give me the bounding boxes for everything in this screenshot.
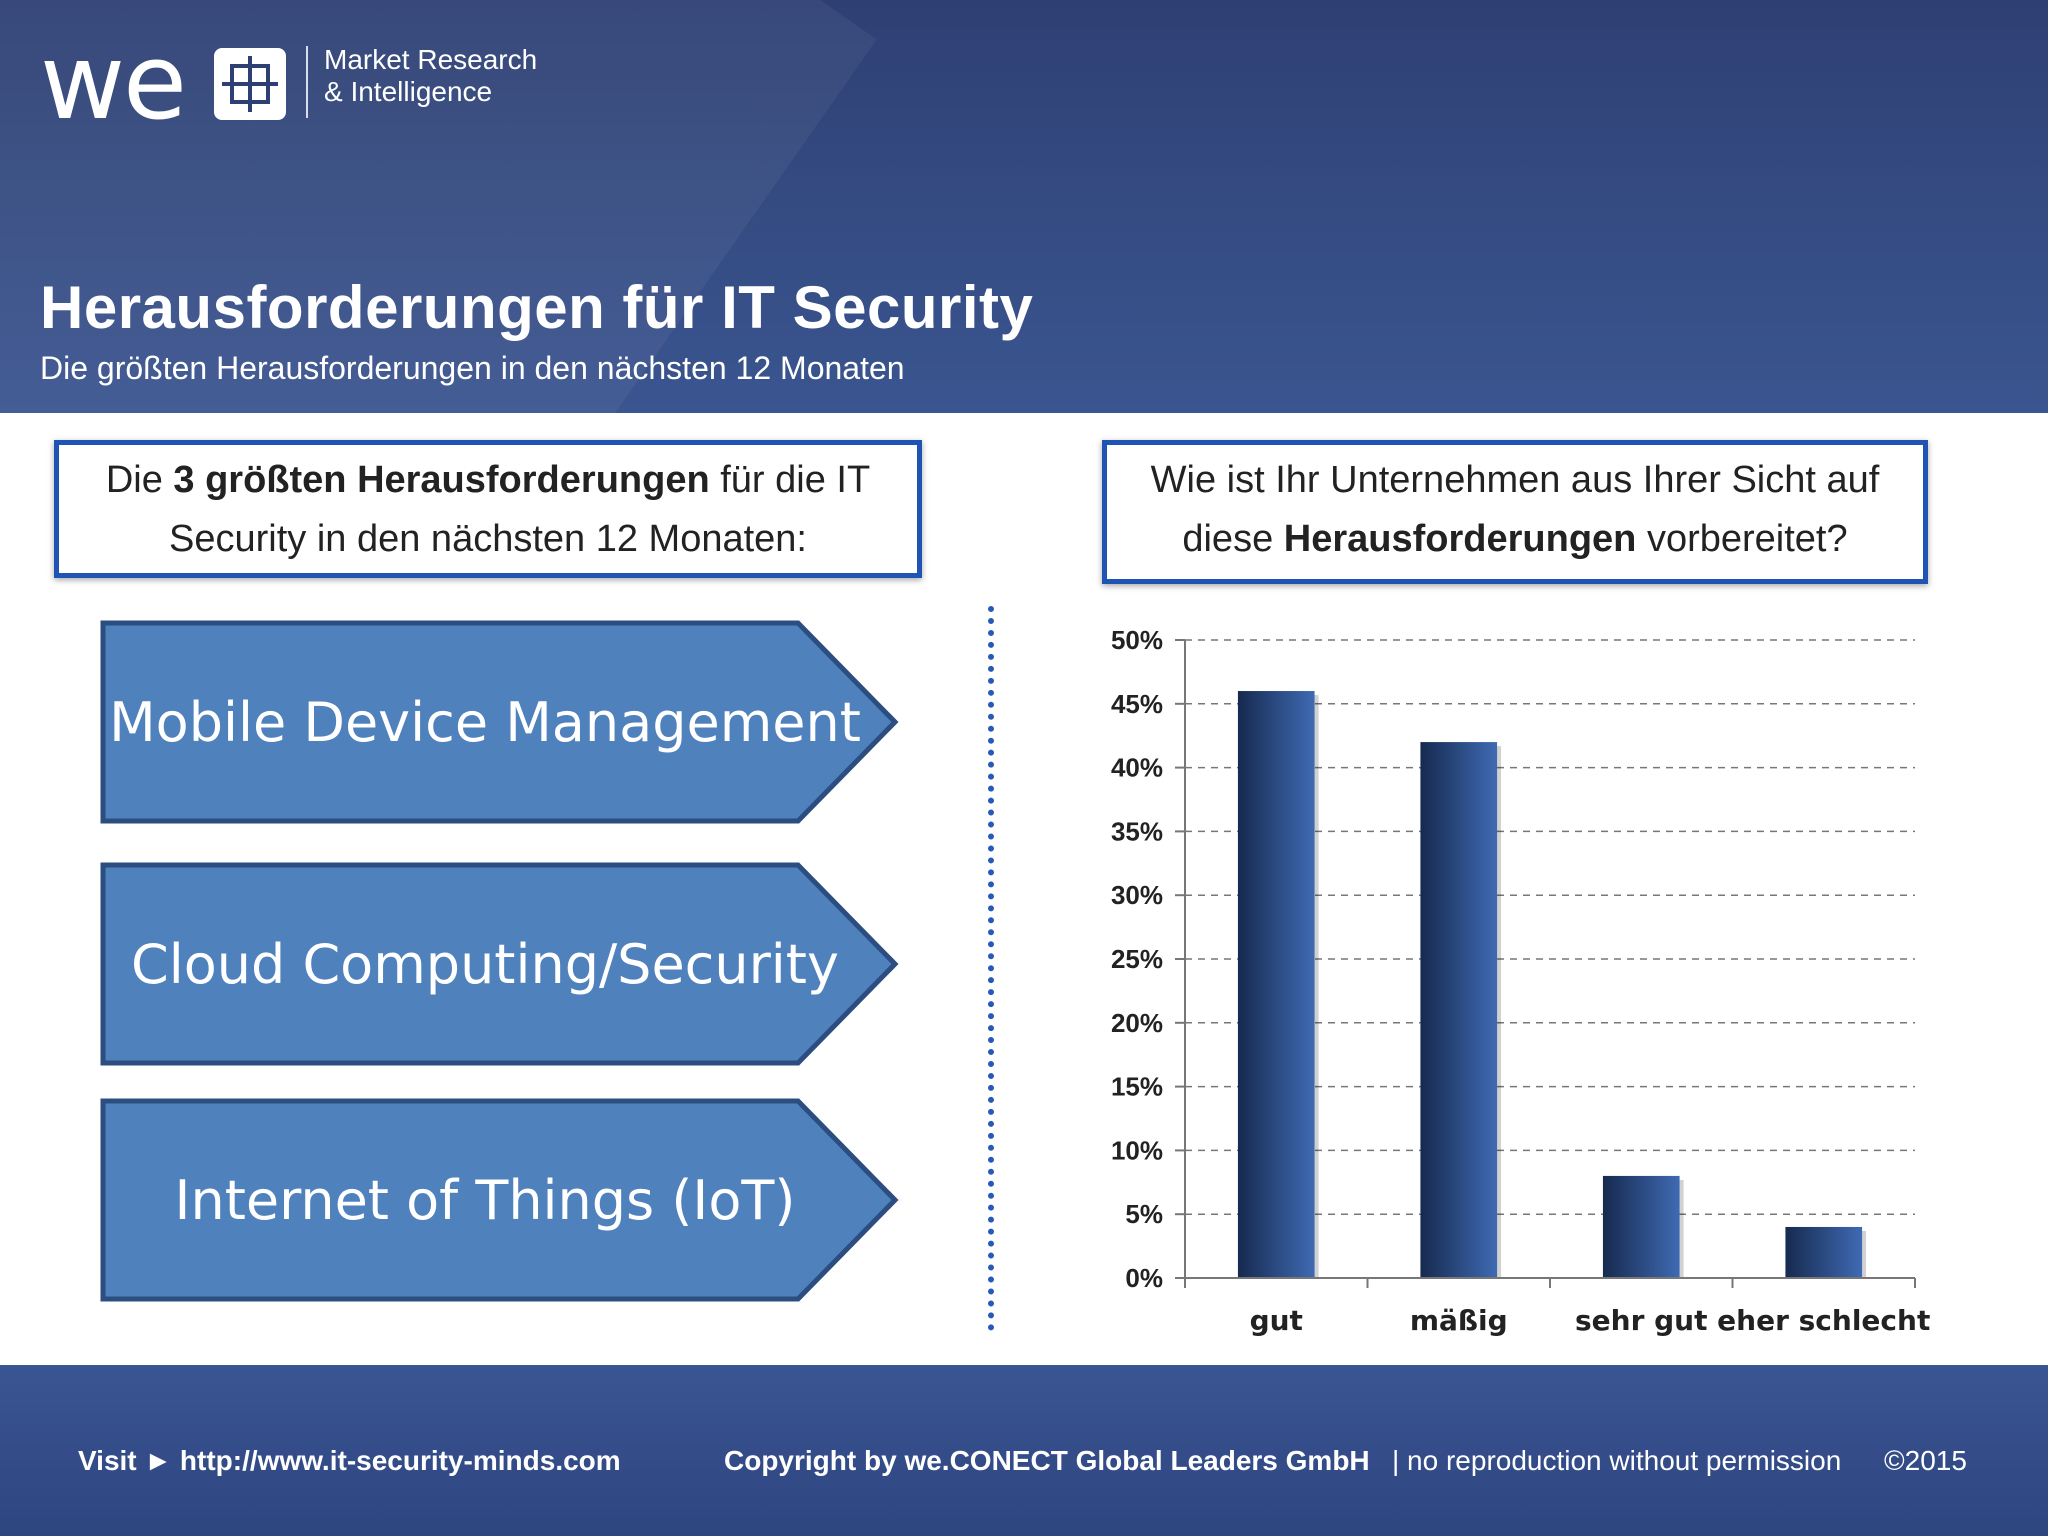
- footer-visit-link[interactable]: Visit ► http://www.it-security-minds.com: [78, 1445, 621, 1476]
- x-category-label: mäßig: [1410, 1304, 1508, 1337]
- top3-question-bold: 3 größten Herausforderungen: [173, 459, 710, 501]
- y-tick-label: 5%: [1125, 1199, 1163, 1229]
- y-tick-label: 10%: [1111, 1135, 1163, 1165]
- x-category-label: eher schlecht: [1717, 1304, 1930, 1337]
- footer-bar: Visit ► http://www.it-security-minds.com…: [0, 1365, 2048, 1536]
- page-title: Herausforderungen für IT Security: [40, 274, 1034, 341]
- logo-separator: [306, 46, 308, 118]
- y-tick-label: 0%: [1125, 1263, 1163, 1293]
- footer-no-reproduction: | no reproduction without permission: [1392, 1445, 1842, 1476]
- logo-tagline-line1: Market Research: [324, 44, 538, 75]
- footer-copyright: Copyright by we.CONECT Global Leaders Gm…: [724, 1445, 1370, 1476]
- challenge-arrow-3: Internet of Things (IoT): [100, 1098, 900, 1302]
- top3-question-box: Die 3 größten Herausforderungen für die …: [54, 440, 922, 578]
- y-tick-label: 50%: [1111, 625, 1163, 655]
- challenge-label-1: Mobile Device Management: [109, 690, 861, 754]
- logo-cross-icon: [214, 48, 286, 120]
- top3-question-post: für die IT: [709, 459, 871, 501]
- preparedness-question-pre: diese: [1182, 518, 1284, 560]
- top3-question-line2: Security in den nächsten 12 Monaten:: [169, 518, 807, 560]
- challenge-label-2: Cloud Computing/Security: [131, 932, 839, 996]
- top3-question-line1: Die 3 größten Herausforderungen für die …: [59, 451, 917, 510]
- y-tick-label: 20%: [1111, 1008, 1163, 1038]
- challenge-arrow-2: Cloud Computing/Security: [100, 862, 900, 1066]
- challenge-arrow-1: Mobile Device Management: [100, 620, 900, 824]
- x-category-label: gut: [1250, 1304, 1303, 1337]
- footer-year: ©2015: [1884, 1445, 1967, 1476]
- top3-question-pre: Die: [105, 459, 174, 501]
- y-tick-label: 25%: [1111, 944, 1163, 974]
- y-tick-label: 40%: [1111, 753, 1163, 783]
- logo-tagline: Market Research & Intelligence: [324, 44, 537, 108]
- bar-sehr-gut: [1602, 1175, 1680, 1278]
- dotted-divider: [988, 606, 994, 1331]
- logo-tagline-line2: & Intelligence: [324, 76, 493, 107]
- preparedness-question-bold: Herausforderungen: [1283, 518, 1637, 560]
- y-tick-label: 35%: [1111, 816, 1163, 846]
- preparedness-question-box: Wie ist Ihr Unternehmen aus Ihrer Sicht …: [1102, 440, 1928, 584]
- challenge-label-3: Internet of Things (IoT): [174, 1168, 796, 1232]
- y-tick-label: 15%: [1111, 1072, 1163, 1102]
- preparedness-question-line1: Wie ist Ihr Unternehmen aus Ihrer Sicht …: [1150, 459, 1880, 501]
- preparedness-question-post: vorbereitet?: [1636, 518, 1848, 560]
- bar-eher-schlecht: [1785, 1226, 1863, 1278]
- header-banner: we Market Research & Intelligence Heraus…: [0, 0, 2048, 413]
- logo-wordmark: we: [40, 21, 187, 143]
- page-subtitle: Die größten Herausforderungen in den näc…: [40, 350, 905, 386]
- y-tick-label: 30%: [1111, 880, 1163, 910]
- preparedness-question-line2: diese Herausforderungen vorbereitet?: [1107, 510, 1923, 569]
- y-tick-label: 45%: [1111, 689, 1163, 719]
- bar-mäßig: [1420, 742, 1498, 1278]
- bar-gut: [1237, 691, 1315, 1278]
- chart-canvas: 0% 5% 10% 15% 20% 25% 30% 35% 40% 45% 50% gut mäßig s…: [1111, 625, 1930, 1337]
- x-category-label: sehr gut: [1575, 1304, 1708, 1337]
- preparedness-bar-chart: 0% 5% 10% 15% 20% 25% 30% 35% 40% 45% 50% gut mäßig s…: [1090, 610, 1930, 1350]
